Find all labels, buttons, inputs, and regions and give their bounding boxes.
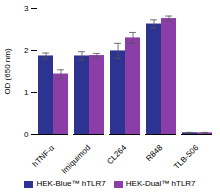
html-text:HEK-Dual™ hTLR7: HEK-Dual™ hTLR7 xyxy=(125,179,196,188)
svg-text:0: 0 xyxy=(24,130,29,139)
svg-text:hTNF-α: hTNF-α xyxy=(31,143,57,169)
html-text:HEK-Blue™ hTLR7: HEK-Blue™ hTLR7 xyxy=(36,179,106,188)
svg-text:CL264: CL264 xyxy=(105,143,128,166)
svg-text:1: 1 xyxy=(24,88,29,97)
svg-text:3: 3 xyxy=(24,4,29,13)
svg-text:R848: R848 xyxy=(144,143,164,163)
svg-text:2: 2 xyxy=(24,46,29,55)
svg-text:OD (650 nm): OD (650 nm) xyxy=(3,48,12,95)
svg-text:TLB-506: TLB-506 xyxy=(172,143,200,171)
svg-text:Imiquimod: Imiquimod xyxy=(60,143,92,175)
